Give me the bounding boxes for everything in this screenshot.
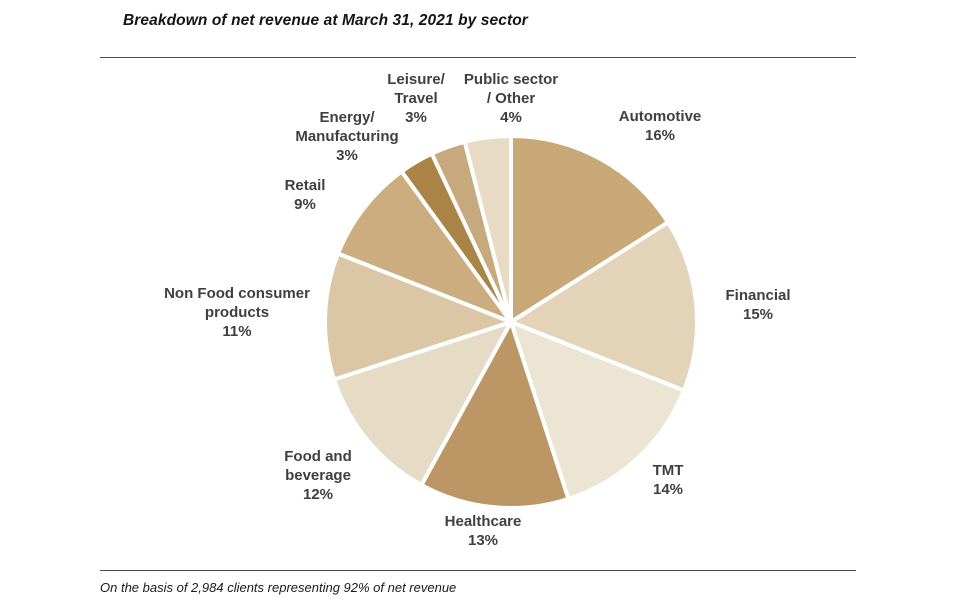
- pie-slice-food-and-beverage: [332, 320, 513, 487]
- footnote: On the basis of 2,984 clients representi…: [100, 580, 457, 595]
- bottom-divider: [100, 570, 856, 571]
- chart-title: Breakdown of net revenue at March 31, 20…: [123, 12, 528, 29]
- pie-slice-automotive: [509, 134, 671, 324]
- label-public-sector: Public sector / Other 4%: [463, 71, 559, 126]
- pie-slice-financial: [509, 220, 699, 393]
- label-non-food: Non Food consumer products 11%: [164, 285, 310, 340]
- top-divider: [100, 57, 856, 58]
- pie-slice-healthcare: [419, 320, 571, 510]
- label-retail: Retail 9%: [284, 177, 326, 213]
- pie-slice-public-sector-other: [462, 134, 513, 324]
- label-leisure-travel: Leisure/ Travel 3%: [387, 71, 445, 126]
- label-tmt: TMT 14%: [652, 462, 684, 498]
- label-food-beverage: Food and beverage 12%: [284, 448, 352, 503]
- pie-slice-non-food-consumer-products: [323, 251, 513, 382]
- label-energy-manufacturing: Energy/ Manufacturing 3%: [295, 109, 399, 164]
- label-healthcare: Healthcare 13%: [444, 513, 522, 549]
- label-automotive: Automotive 16%: [618, 108, 702, 144]
- label-financial: Financial 15%: [725, 287, 791, 323]
- pie-slice-retail: [336, 169, 513, 324]
